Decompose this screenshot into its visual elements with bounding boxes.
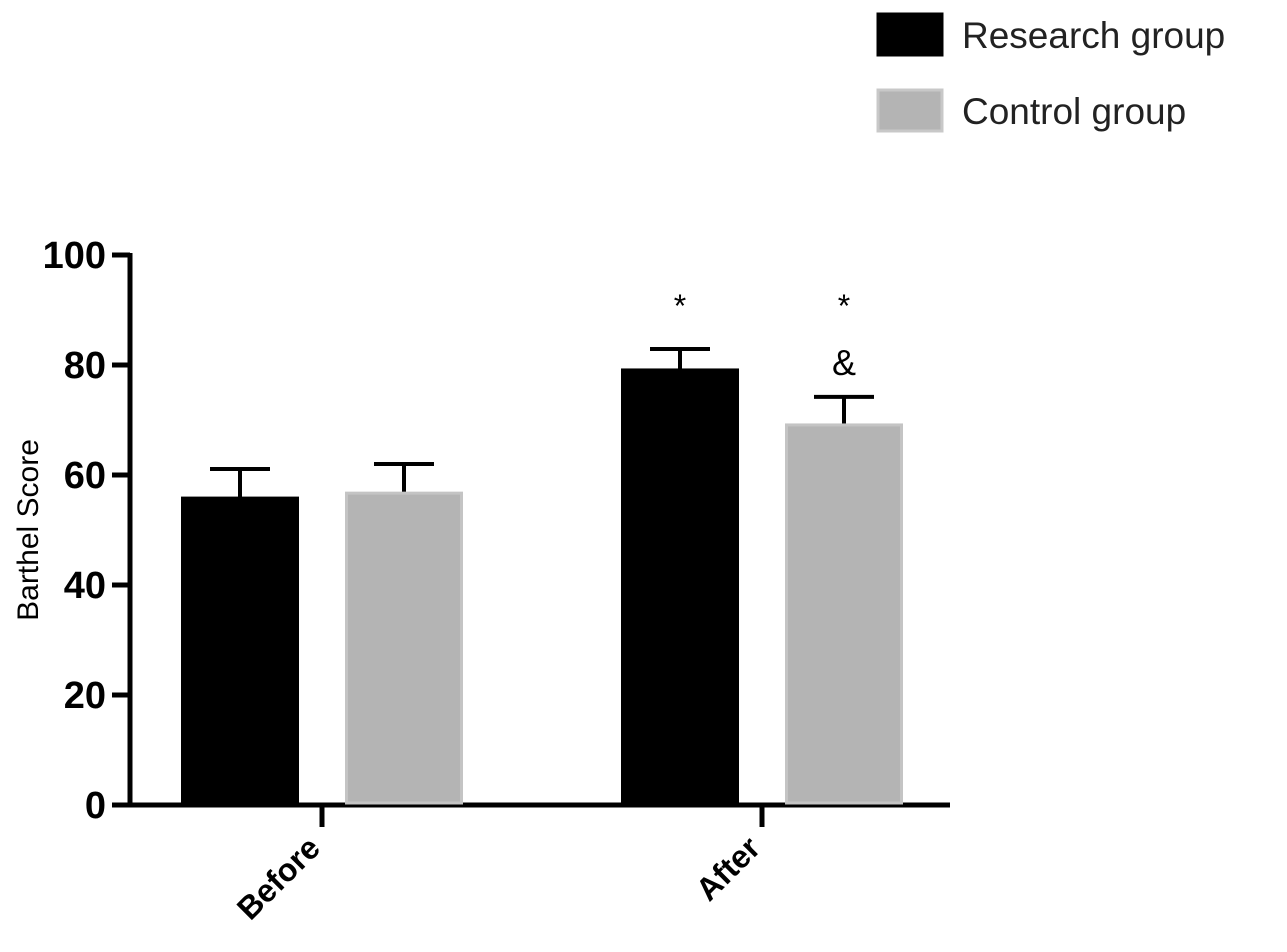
y-tick-label: 20 [64,675,106,717]
legend-swatch [876,12,944,57]
x-tick-label-before: Before [230,829,327,926]
significance-marker: * [838,288,850,324]
y-tick-label: 0 [85,785,106,827]
bar-control-group-before [345,491,463,805]
significance-marker: & [832,342,856,383]
y-tick-label: 100 [43,235,106,277]
y-tick-label: 40 [64,565,106,607]
legend-label: Control group [962,91,1186,132]
significance-marker: * [674,288,686,324]
y-axis-label: Barthel Score [12,439,45,621]
legend-swatch [876,88,944,133]
bar-research-group-after [621,368,739,805]
y-tick-label: 80 [64,345,106,387]
y-tick-label: 60 [64,455,106,497]
bar-research-group-before [181,496,299,805]
x-tick-label-after: After [689,829,767,907]
bar-control-group-after [785,423,903,805]
legend-label: Research group [962,15,1225,56]
